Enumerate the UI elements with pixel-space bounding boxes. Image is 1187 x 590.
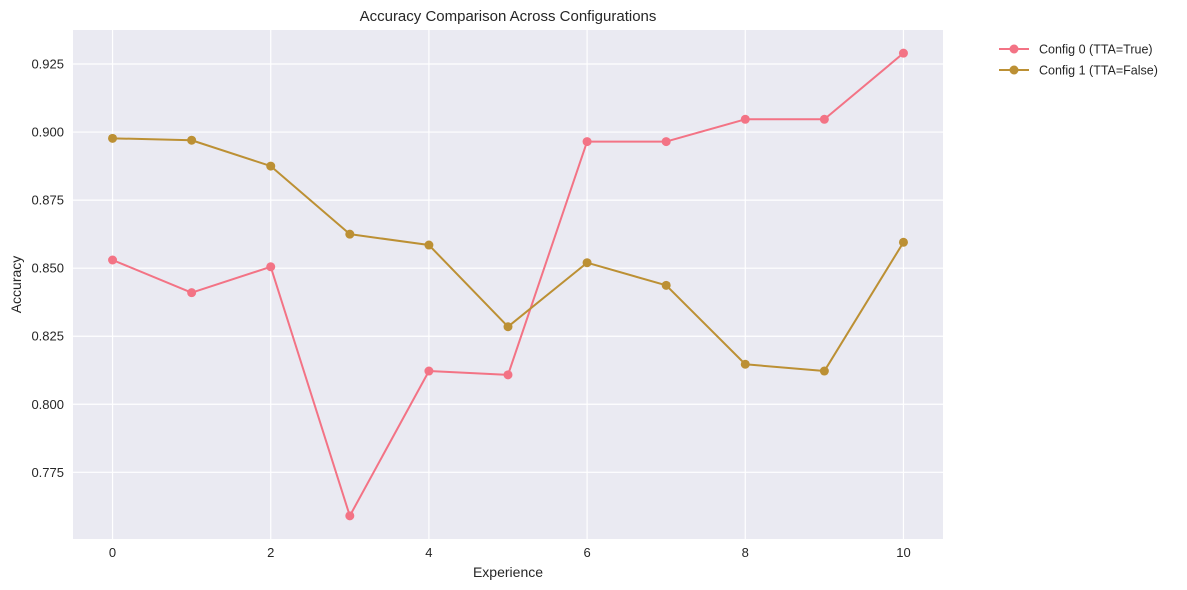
data-point — [819, 366, 829, 376]
data-point — [898, 237, 908, 247]
x-tick-label: 8 — [742, 545, 749, 560]
data-point — [503, 322, 513, 332]
data-point — [345, 511, 355, 521]
data-point — [582, 137, 592, 147]
data-point — [503, 370, 513, 380]
x-tick-label: 6 — [583, 545, 590, 560]
legend-item: Config 1 (TTA=False) — [999, 64, 1158, 78]
data-point — [661, 280, 671, 290]
data-point — [819, 114, 829, 124]
series-0 — [108, 48, 908, 521]
legend-marker — [1009, 44, 1019, 54]
plot-area — [73, 30, 943, 539]
x-tick-label: 2 — [267, 545, 274, 560]
data-point — [108, 133, 118, 143]
chart-title: Accuracy Comparison Across Configuration… — [360, 8, 657, 25]
y-tick-label: 0.925 — [31, 57, 64, 72]
legend: Config 0 (TTA=True) Config 1 (TTA=False) — [999, 43, 1158, 78]
x-axis-label: Experience — [473, 564, 543, 580]
y-tick-label: 0.900 — [31, 125, 64, 140]
x-tick-label: 4 — [425, 545, 432, 560]
tick-labels: 0 2 4 6 8 10 0.775 0.800 0.825 0.850 0.875 0.900 0.9… — [31, 57, 910, 560]
data-point — [424, 240, 434, 250]
x-tick-label: 0 — [109, 545, 116, 560]
legend-item: Config 0 (TTA=True) — [999, 43, 1153, 57]
legend-label: Config 1 (TTA=False) — [1039, 64, 1158, 78]
data-point — [266, 161, 276, 171]
data-point — [661, 137, 671, 147]
data-point — [187, 135, 197, 145]
y-tick-label: 0.850 — [31, 261, 64, 276]
y-tick-label: 0.825 — [31, 329, 64, 344]
x-tick-label: 10 — [896, 545, 910, 560]
legend-marker — [1009, 65, 1019, 75]
data-point — [740, 114, 750, 124]
grid — [73, 30, 943, 539]
y-tick-label: 0.775 — [31, 465, 64, 480]
y-tick-label: 0.800 — [31, 397, 64, 412]
data-point — [582, 258, 592, 268]
series-1 — [108, 133, 908, 376]
data-point — [345, 229, 355, 239]
data-point — [108, 255, 118, 265]
y-axis-label: Accuracy — [8, 256, 24, 314]
data-point — [187, 288, 197, 298]
legend-label: Config 0 (TTA=True) — [1039, 43, 1153, 57]
series-layer — [108, 48, 908, 521]
data-point — [424, 366, 434, 376]
data-point — [266, 262, 276, 272]
data-point — [898, 48, 908, 58]
data-point — [740, 359, 750, 369]
y-tick-label: 0.875 — [31, 193, 64, 208]
